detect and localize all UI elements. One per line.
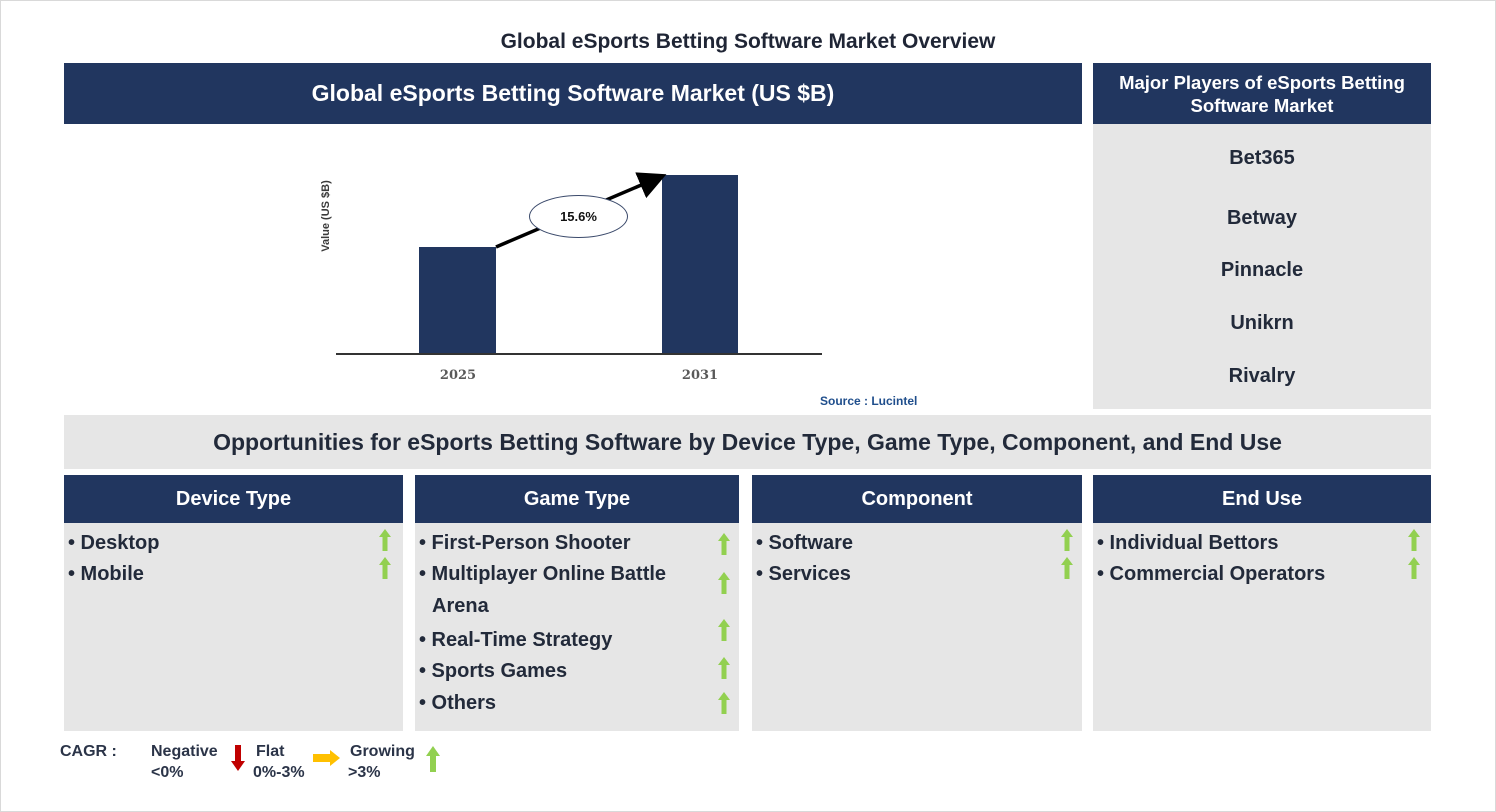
game-type-list: • First-Person Shooter • Multiplayer Onl… bbox=[415, 523, 739, 731]
legend-flat-label: Flat bbox=[256, 743, 285, 760]
game-type-header: Game Type bbox=[415, 475, 739, 523]
growing-arrow-icon bbox=[1408, 557, 1420, 579]
source-label: Source : Lucintel bbox=[820, 394, 918, 408]
player-item: Unikrn bbox=[1230, 312, 1294, 334]
growing-arrow-icon bbox=[718, 692, 730, 714]
legend-negative-range: <0% bbox=[151, 764, 184, 781]
legend-growing-label: Growing bbox=[350, 743, 415, 760]
flat-arrow-icon bbox=[313, 750, 340, 766]
y-axis-label: Value (US $B) bbox=[320, 180, 332, 252]
list-item: • Commercial Operators bbox=[1097, 563, 1326, 585]
list-item: • Others bbox=[419, 692, 497, 714]
list-item: • Individual Bettors bbox=[1097, 532, 1279, 554]
growing-arrow-icon bbox=[718, 619, 730, 641]
legend-negative-label: Negative bbox=[151, 743, 218, 760]
device-type-list: • Desktop • Mobile bbox=[64, 523, 403, 731]
growing-arrow-icon bbox=[1061, 557, 1073, 579]
players-list: Bet365 Betway Pinnacle Unikrn Rivalry bbox=[1093, 124, 1431, 409]
component-header: Component bbox=[752, 475, 1082, 523]
growing-arrow-icon bbox=[1061, 529, 1073, 551]
player-item: Rivalry bbox=[1228, 365, 1296, 387]
list-item: • Services bbox=[756, 563, 851, 585]
component-list: • Software • Services bbox=[752, 523, 1082, 731]
end-use-header: End Use bbox=[1093, 475, 1431, 523]
list-item: • Sports Games bbox=[419, 660, 568, 682]
player-item: Pinnacle bbox=[1220, 259, 1304, 281]
cagr-badge: 15.6% bbox=[529, 195, 628, 238]
end-use-list: • Individual Bettors • Commercial Operat… bbox=[1093, 523, 1431, 731]
legend-growing-range: >3% bbox=[348, 764, 381, 781]
player-item: Betway bbox=[1226, 207, 1298, 229]
growing-arrow-icon bbox=[718, 572, 730, 594]
legend-flat-range: 0%-3% bbox=[253, 764, 305, 781]
growing-arrow-icon bbox=[718, 657, 730, 679]
list-item: • First-Person Shooter bbox=[419, 532, 631, 554]
player-item: Bet365 bbox=[1229, 147, 1295, 169]
legend-label: CAGR : bbox=[60, 743, 117, 760]
players-header: Major Players of eSports Betting Softwar… bbox=[1093, 63, 1431, 124]
growing-arrow-icon bbox=[426, 746, 440, 772]
list-item: • Real-Time Strategy bbox=[419, 629, 613, 651]
x-tick-2025: 2025 bbox=[439, 368, 477, 383]
list-item: • Software bbox=[756, 532, 854, 554]
opportunities-banner: Opportunities for eSports Betting Softwa… bbox=[64, 415, 1431, 469]
list-item-label: • Multiplayer Online Battle bbox=[419, 563, 667, 585]
list-item: • Multiplayer Online Battle Arena bbox=[419, 558, 666, 622]
list-item: • Mobile bbox=[68, 563, 144, 585]
page-title: Global eSports Betting Software Market O… bbox=[500, 30, 996, 53]
growing-arrow-icon bbox=[379, 557, 391, 579]
x-axis-line bbox=[336, 353, 822, 355]
growing-arrow-icon bbox=[379, 529, 391, 551]
growing-arrow-icon bbox=[718, 533, 730, 555]
growing-arrow-icon bbox=[1408, 529, 1420, 551]
bar-2031 bbox=[662, 175, 738, 354]
list-item: • Desktop bbox=[68, 532, 160, 554]
list-item-label-cont: Arena bbox=[432, 595, 489, 617]
x-tick-2031: 2031 bbox=[681, 368, 719, 383]
chart-header: Global eSports Betting Software Market (… bbox=[64, 63, 1082, 124]
negative-arrow-icon bbox=[231, 745, 245, 771]
device-type-header: Device Type bbox=[64, 475, 403, 523]
bar-2025 bbox=[419, 247, 496, 354]
